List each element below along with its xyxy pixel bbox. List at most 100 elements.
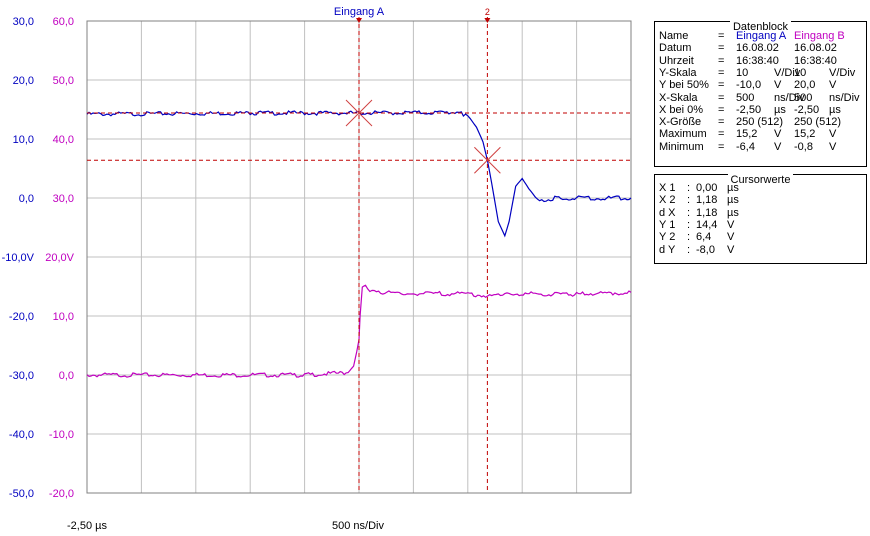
cursorwerte-cell: V [727, 218, 735, 231]
datenblock-cell: µs [829, 103, 841, 116]
datenblock-cell: = [718, 91, 725, 104]
y-tick-label-b: 60,0 [53, 16, 74, 28]
cursorwerte-cell: : [687, 218, 691, 231]
cursorwerte-cell: V [727, 231, 735, 244]
datenblock-cell: = [718, 79, 725, 92]
x-scale-label: 500 ns/Div [332, 520, 384, 532]
datenblock-cell: 250 (512) [794, 116, 842, 129]
datenblock-cell: 500 [736, 91, 755, 104]
datenblock-cell: 10 [794, 66, 807, 79]
cursorwerte-cell: 14,4 [696, 218, 718, 231]
cursor-marker-2-icon [484, 18, 491, 23]
y-tick-label-b: -20,0 [49, 488, 74, 500]
cursorwerte-cell: X 2 [659, 194, 676, 207]
datenblock-cell: ns/Div [774, 91, 805, 104]
y-tick-label-b: 40,0 [53, 134, 74, 146]
y-tick-label-b: 10,0 [53, 311, 74, 323]
cursorwerte-row: d X:1,18 µs [659, 207, 864, 219]
datenblock-row: Y bei 50% = -10,0 V 20,0 V [659, 79, 864, 91]
cursorwerte-cell: X 1 [659, 182, 676, 194]
y-tick-label-b: 50,0 [53, 75, 74, 87]
cursorwerte-cell: V [727, 243, 735, 256]
datenblock-cell: Eingang A [736, 30, 787, 42]
cursorwerte-cell: d X [659, 206, 676, 219]
datenblock-cell: V [829, 128, 837, 141]
cursorwerte-row: d Y: -8,0 V [659, 244, 864, 256]
y-tick-label-b: 0,0 [59, 370, 74, 382]
datenblock-cell: Y-Skala [659, 66, 697, 79]
y-tick-label-a: 10,0 [13, 134, 34, 146]
datenblock-cell: µs [774, 103, 786, 116]
y-tick-label-a: 30,0 [13, 16, 34, 28]
y-tick-label-a: 20,0 [13, 75, 34, 87]
datenblock-cell: 20,0 [794, 79, 816, 92]
cursor-label-1: Eingang A [334, 6, 385, 18]
datenblock-cell: V [774, 79, 782, 92]
datenblock-cell: Maximum [659, 128, 707, 141]
y-tick-label-a: -30,0 [9, 370, 34, 382]
datenblock-cell: X bei 0% [659, 103, 704, 116]
datenblock-cell: V/Div [774, 66, 801, 79]
cursorwerte-cell: 1,18 [696, 194, 718, 207]
datenblock-cell: 500 [794, 91, 813, 104]
datenblock-cell: V [829, 140, 837, 153]
series-line-eingang-b [86, 284, 632, 378]
datenblock-cell: X-Skala [659, 91, 698, 104]
datenblock-cell: = [718, 66, 725, 79]
datenblock-row: X-Skala = 500 ns/Div 500 ns/Div [659, 92, 864, 104]
datenblock-cell: Datum [659, 42, 692, 55]
cursorwerte-cell: : [687, 194, 691, 207]
datenblock-row: Uhrzeit = 16:38:40 16:38:40 [659, 55, 864, 67]
cursorwerte-title: Cursorwerte [727, 174, 794, 186]
cursorwerte-cell: : [687, 206, 691, 219]
datenblock-cell: = [718, 128, 725, 141]
datenblock-cell: 15,2 [736, 128, 758, 141]
y-tick-label-a: 0,0 [19, 193, 34, 205]
datenblock-cell: 16:38:40 [794, 54, 837, 67]
datenblock-cell: 250 (512) [736, 116, 784, 129]
y-tick-label-b: -10,0 [49, 429, 74, 441]
y-tick-label-a: -50,0 [9, 488, 34, 500]
datenblock-cell: -6,4 [736, 140, 755, 153]
cursorwerte-cell: µs [727, 194, 739, 207]
cursorwerte-cell: 6,4 [696, 231, 712, 244]
datenblock-row: Minimum = -6,4 V -0,8 V [659, 141, 864, 153]
datenblock-cell: = [718, 116, 725, 129]
datenblock-cell: -2,50 [794, 103, 820, 116]
cursorwerte-cell: Y 2 [659, 231, 676, 244]
datenblock-cell: = [718, 54, 725, 67]
cursorwerte-cell: µs [727, 206, 739, 219]
datenblock-row: Y-Skala = 10 V/Div 10 V/Div [659, 67, 864, 79]
cursorwerte-cell: : [687, 182, 691, 194]
cursorwerte-cell: d Y [659, 243, 676, 256]
datenblock-cell: V [774, 140, 782, 153]
datenblock-cell: = [718, 30, 725, 42]
datenblock-row: Maximum = 15,2 V 15,2 V [659, 128, 864, 140]
cursorwerte-cell: 0,00 [696, 182, 718, 194]
cursorwerte-row: Y 1:14,4 V [659, 219, 864, 231]
cursorwerte-panel: Cursorwerte X 1:0,00 µs X 2:1,18 µs d X:1,18… [654, 174, 867, 264]
cursorwerte-row: X 1:0,00 µs [659, 182, 864, 194]
datenblock-row: X-Größe = 250 (512) 250 (512) [659, 116, 864, 128]
datenblock-row: X bei 0% = -2,50 µs -2,50 µs [659, 104, 864, 116]
y-tick-label-b: 20,0V [45, 252, 74, 264]
cursorwerte-row: Y 2:6,4 V [659, 231, 864, 243]
cursorwerte-cell: 1,18 [696, 206, 718, 219]
y-tick-label-a: -20,0 [9, 311, 34, 323]
datenblock-cell: -0,8 [794, 140, 813, 153]
cursorwerte-cell: µs [727, 182, 739, 194]
datenblock-row: Name = Eingang A Eingang B [659, 30, 864, 42]
datenblock-cell: Uhrzeit [659, 54, 694, 67]
datenblock-cell: -2,50 [736, 103, 762, 116]
datenblock-cell: Y bei 50% [659, 79, 709, 92]
datenblock-title: Datenblock [729, 21, 792, 33]
datenblock-cell: X-Größe [659, 116, 702, 129]
cursor-label-2: 2 [485, 7, 490, 17]
cursorwerte-cell: Y 1 [659, 218, 676, 231]
datenblock-row: Datum = 16.08.02 16.08.02 [659, 42, 864, 54]
datenblock-cell: V [774, 128, 782, 141]
datenblock-cell: 16.08.02 [736, 42, 779, 55]
cursor-marker-1-icon [356, 18, 362, 23]
datenblock-cell: 16:38:40 [736, 54, 779, 67]
cursorwerte-row: X 2:1,18 µs [659, 194, 864, 206]
